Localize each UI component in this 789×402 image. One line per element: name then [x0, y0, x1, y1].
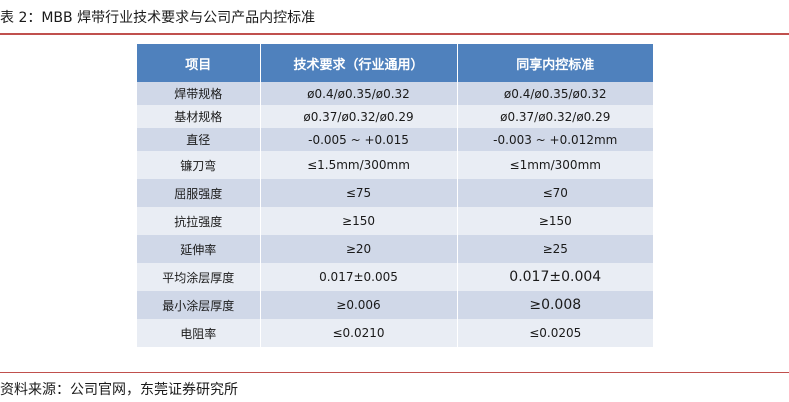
- row-industry-value: -0.005 ~ +0.015: [260, 128, 458, 151]
- row-company-value: 0.017±0.004: [457, 263, 653, 291]
- row-item: 电阻率: [137, 319, 261, 347]
- table-row: 抗拉强度 ≥150 ≥150: [137, 207, 653, 235]
- caption-divider: [0, 33, 789, 35]
- row-industry-value: ≤0.0210: [260, 319, 458, 347]
- row-item: 直径: [137, 128, 261, 151]
- row-company-value: ≥0.008: [457, 291, 653, 319]
- spec-table: 项目 技术要求（行业通用） 同享内控标准 焊带规格 ø0.4/ø0.35/ø0.…: [137, 44, 653, 347]
- header-company-standard: 同享内控标准: [457, 44, 653, 82]
- row-company-value: ≤0.0205: [457, 319, 653, 347]
- row-company-value: ø0.37/ø0.32/ø0.29: [457, 105, 653, 128]
- row-item: 焊带规格: [137, 82, 261, 105]
- table-row: 直径 -0.005 ~ +0.015 -0.003 ~ +0.012mm: [137, 128, 653, 151]
- row-company-value: ≥25: [457, 235, 653, 263]
- table-header-row: 项目 技术要求（行业通用） 同享内控标准: [137, 44, 653, 82]
- row-industry-value: ≥0.006: [260, 291, 458, 319]
- row-industry-value: 0.017±0.005: [260, 263, 458, 291]
- table-row: 屈服强度 ≤75 ≤70: [137, 179, 653, 207]
- row-company-value: -0.003 ~ +0.012mm: [457, 128, 653, 151]
- row-item: 延伸率: [137, 235, 261, 263]
- table-row: 延伸率 ≥20 ≥25: [137, 235, 653, 263]
- row-industry-value: ≥150: [260, 207, 458, 235]
- row-item: 抗拉强度: [137, 207, 261, 235]
- row-company-value: ø0.4/ø0.35/ø0.32: [457, 82, 653, 105]
- table-row: 平均涂层厚度 0.017±0.005 0.017±0.004: [137, 263, 653, 291]
- row-company-value: ≥150: [457, 207, 653, 235]
- table-row: 焊带规格 ø0.4/ø0.35/ø0.32 ø0.4/ø0.35/ø0.32: [137, 82, 653, 105]
- header-item: 项目: [137, 44, 261, 82]
- source-divider: [0, 372, 789, 373]
- table-row: 最小涂层厚度 ≥0.006 ≥0.008: [137, 291, 653, 319]
- row-industry-value: ≤75: [260, 179, 458, 207]
- row-item: 镰刀弯: [137, 151, 261, 179]
- row-industry-value: ø0.37/ø0.32/ø0.29: [260, 105, 458, 128]
- table-row: 电阻率 ≤0.0210 ≤0.0205: [137, 319, 653, 347]
- header-industry-requirement: 技术要求（行业通用）: [260, 44, 458, 82]
- row-industry-value: ≤1.5mm/300mm: [260, 151, 458, 179]
- row-industry-value: ø0.4/ø0.35/ø0.32: [260, 82, 458, 105]
- row-company-value: ≤70: [457, 179, 653, 207]
- row-item: 平均涂层厚度: [137, 263, 261, 291]
- table-row: 镰刀弯 ≤1.5mm/300mm ≤1mm/300mm: [137, 151, 653, 179]
- row-item: 屈服强度: [137, 179, 261, 207]
- row-company-value: ≤1mm/300mm: [457, 151, 653, 179]
- table-row: 基材规格 ø0.37/ø0.32/ø0.29 ø0.37/ø0.32/ø0.29: [137, 105, 653, 128]
- row-item: 基材规格: [137, 105, 261, 128]
- row-industry-value: ≥20: [260, 235, 458, 263]
- table-caption: 表 2：MBB 焊带行业技术要求与公司产品内控标准: [0, 10, 316, 26]
- source-note: 资料来源：公司官网，东莞证券研究所: [0, 382, 238, 398]
- row-item: 最小涂层厚度: [137, 291, 261, 319]
